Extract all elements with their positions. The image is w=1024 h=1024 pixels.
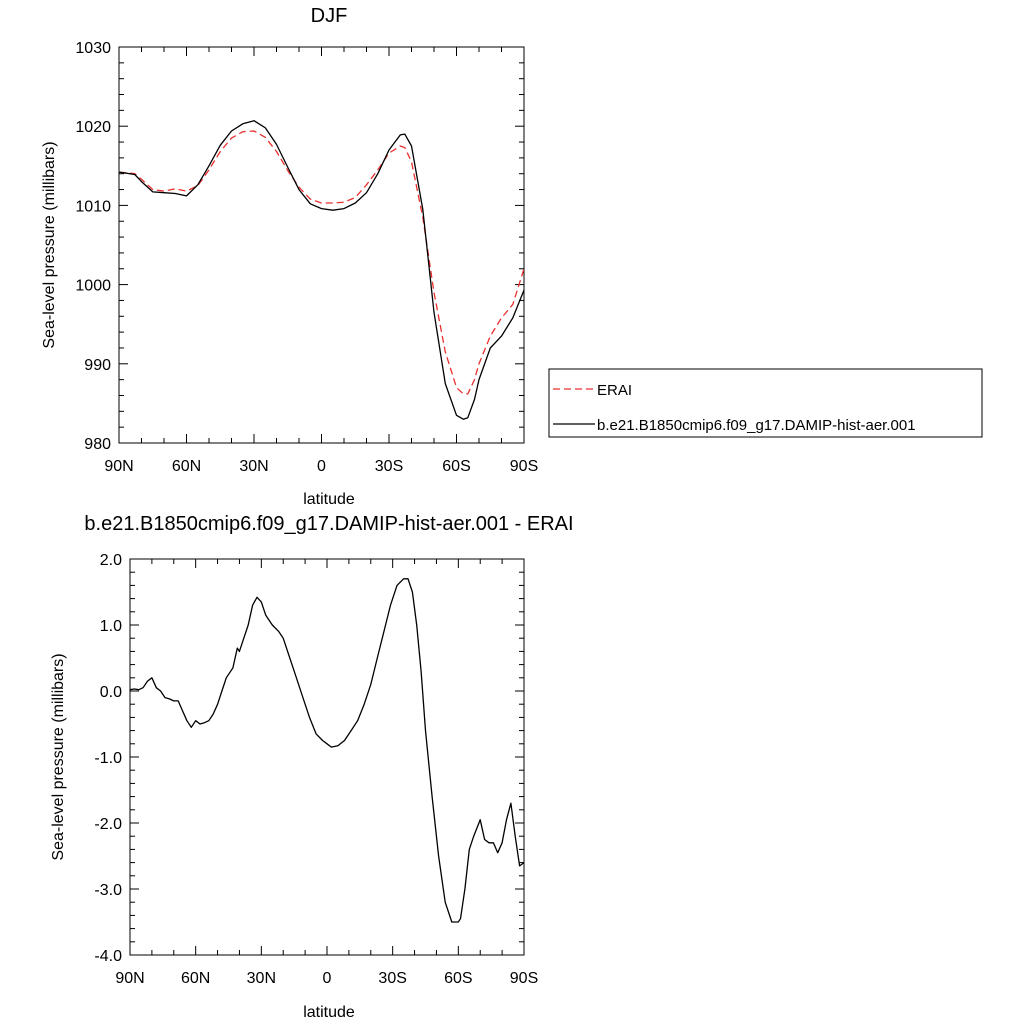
x-tick-label: 30N	[247, 970, 276, 987]
bottom-y-axis-label: Sea-level pressure (millibars)	[50, 653, 67, 860]
bottom-x-axis-label: latitude	[303, 1004, 355, 1021]
bottom-panel: b.e21.B1850cmip6.f09_g17.DAMIP-hist-aer.…	[50, 513, 574, 1021]
x-tick-label: 90S	[510, 970, 538, 987]
legend: ERAI b.e21.B1850cmip6.f09_g17.DAMIP-hist…	[548, 368, 983, 438]
bottom-x-tick-labels: 90N 60N 30N 0 30S 60S 90S	[115, 970, 538, 987]
top-chart-title: DJF	[311, 5, 348, 27]
series-line-erai	[118, 130, 525, 395]
top-panel: DJF 90N 60N 30N 0 30S 60S 90S 980 990 1000 1010 10…	[41, 5, 538, 508]
x-tick-label: 90N	[115, 970, 144, 987]
bottom-tick-marks	[129, 558, 525, 956]
series-line-b-e21-b1850cmip6-f09-g17-damip-hist-aer-001	[118, 120, 525, 420]
y-tick-label: 980	[84, 436, 111, 453]
x-tick-label: 60S	[442, 458, 470, 475]
top-plot-frame	[118, 46, 525, 444]
y-tick-label: 990	[84, 357, 111, 374]
y-tick-label: -3.0	[94, 882, 122, 899]
bottom-y-tick-labels: -4.0 -3.0 -2.0 -1.0 0.0 1.0 2.0	[94, 552, 122, 965]
bottom-chart-title: b.e21.B1850cmip6.f09_g17.DAMIP-hist-aer.…	[84, 513, 573, 535]
y-tick-label: 1010	[75, 198, 111, 215]
x-tick-label: 60S	[444, 970, 472, 987]
legend-label-erai: ERAI	[597, 382, 632, 399]
y-tick-label: 1.0	[100, 618, 122, 635]
top-series-lines	[118, 120, 525, 420]
top-y-axis-label: Sea-level pressure (millibars)	[41, 141, 58, 348]
y-tick-label: -1.0	[94, 750, 122, 767]
legend-label-model: b.e21.B1850cmip6.f09_g17.DAMIP-hist-aer.…	[597, 417, 916, 434]
x-tick-label: 90N	[104, 458, 133, 475]
x-tick-label: 90S	[510, 458, 538, 475]
y-tick-label: 1020	[75, 119, 111, 136]
x-tick-label: 0	[317, 458, 326, 475]
y-tick-label: -4.0	[94, 948, 122, 965]
top-y-tick-labels: 980 990 1000 1010 1020 1030	[75, 40, 111, 453]
top-x-tick-labels: 90N 60N 30N 0 30S 60S 90S	[104, 458, 538, 475]
y-tick-label: 0.0	[100, 684, 122, 701]
bottom-plot-frame	[129, 558, 525, 956]
y-tick-label: 2.0	[100, 552, 122, 569]
y-tick-label: 1030	[75, 40, 111, 57]
y-tick-label: 1000	[75, 278, 111, 295]
x-tick-label: 30N	[239, 458, 268, 475]
x-tick-label: 60N	[172, 458, 201, 475]
legend-box	[548, 368, 983, 438]
series-line-1-0	[129, 578, 525, 923]
top-x-axis-label: latitude	[303, 491, 355, 508]
bottom-series-lines	[129, 578, 525, 923]
x-tick-label: 0	[323, 970, 332, 987]
y-tick-label: -2.0	[94, 816, 122, 833]
x-tick-label: 30S	[375, 458, 403, 475]
top-tick-marks	[118, 46, 525, 444]
x-tick-label: 60N	[181, 970, 210, 987]
x-tick-label: 30S	[378, 970, 406, 987]
